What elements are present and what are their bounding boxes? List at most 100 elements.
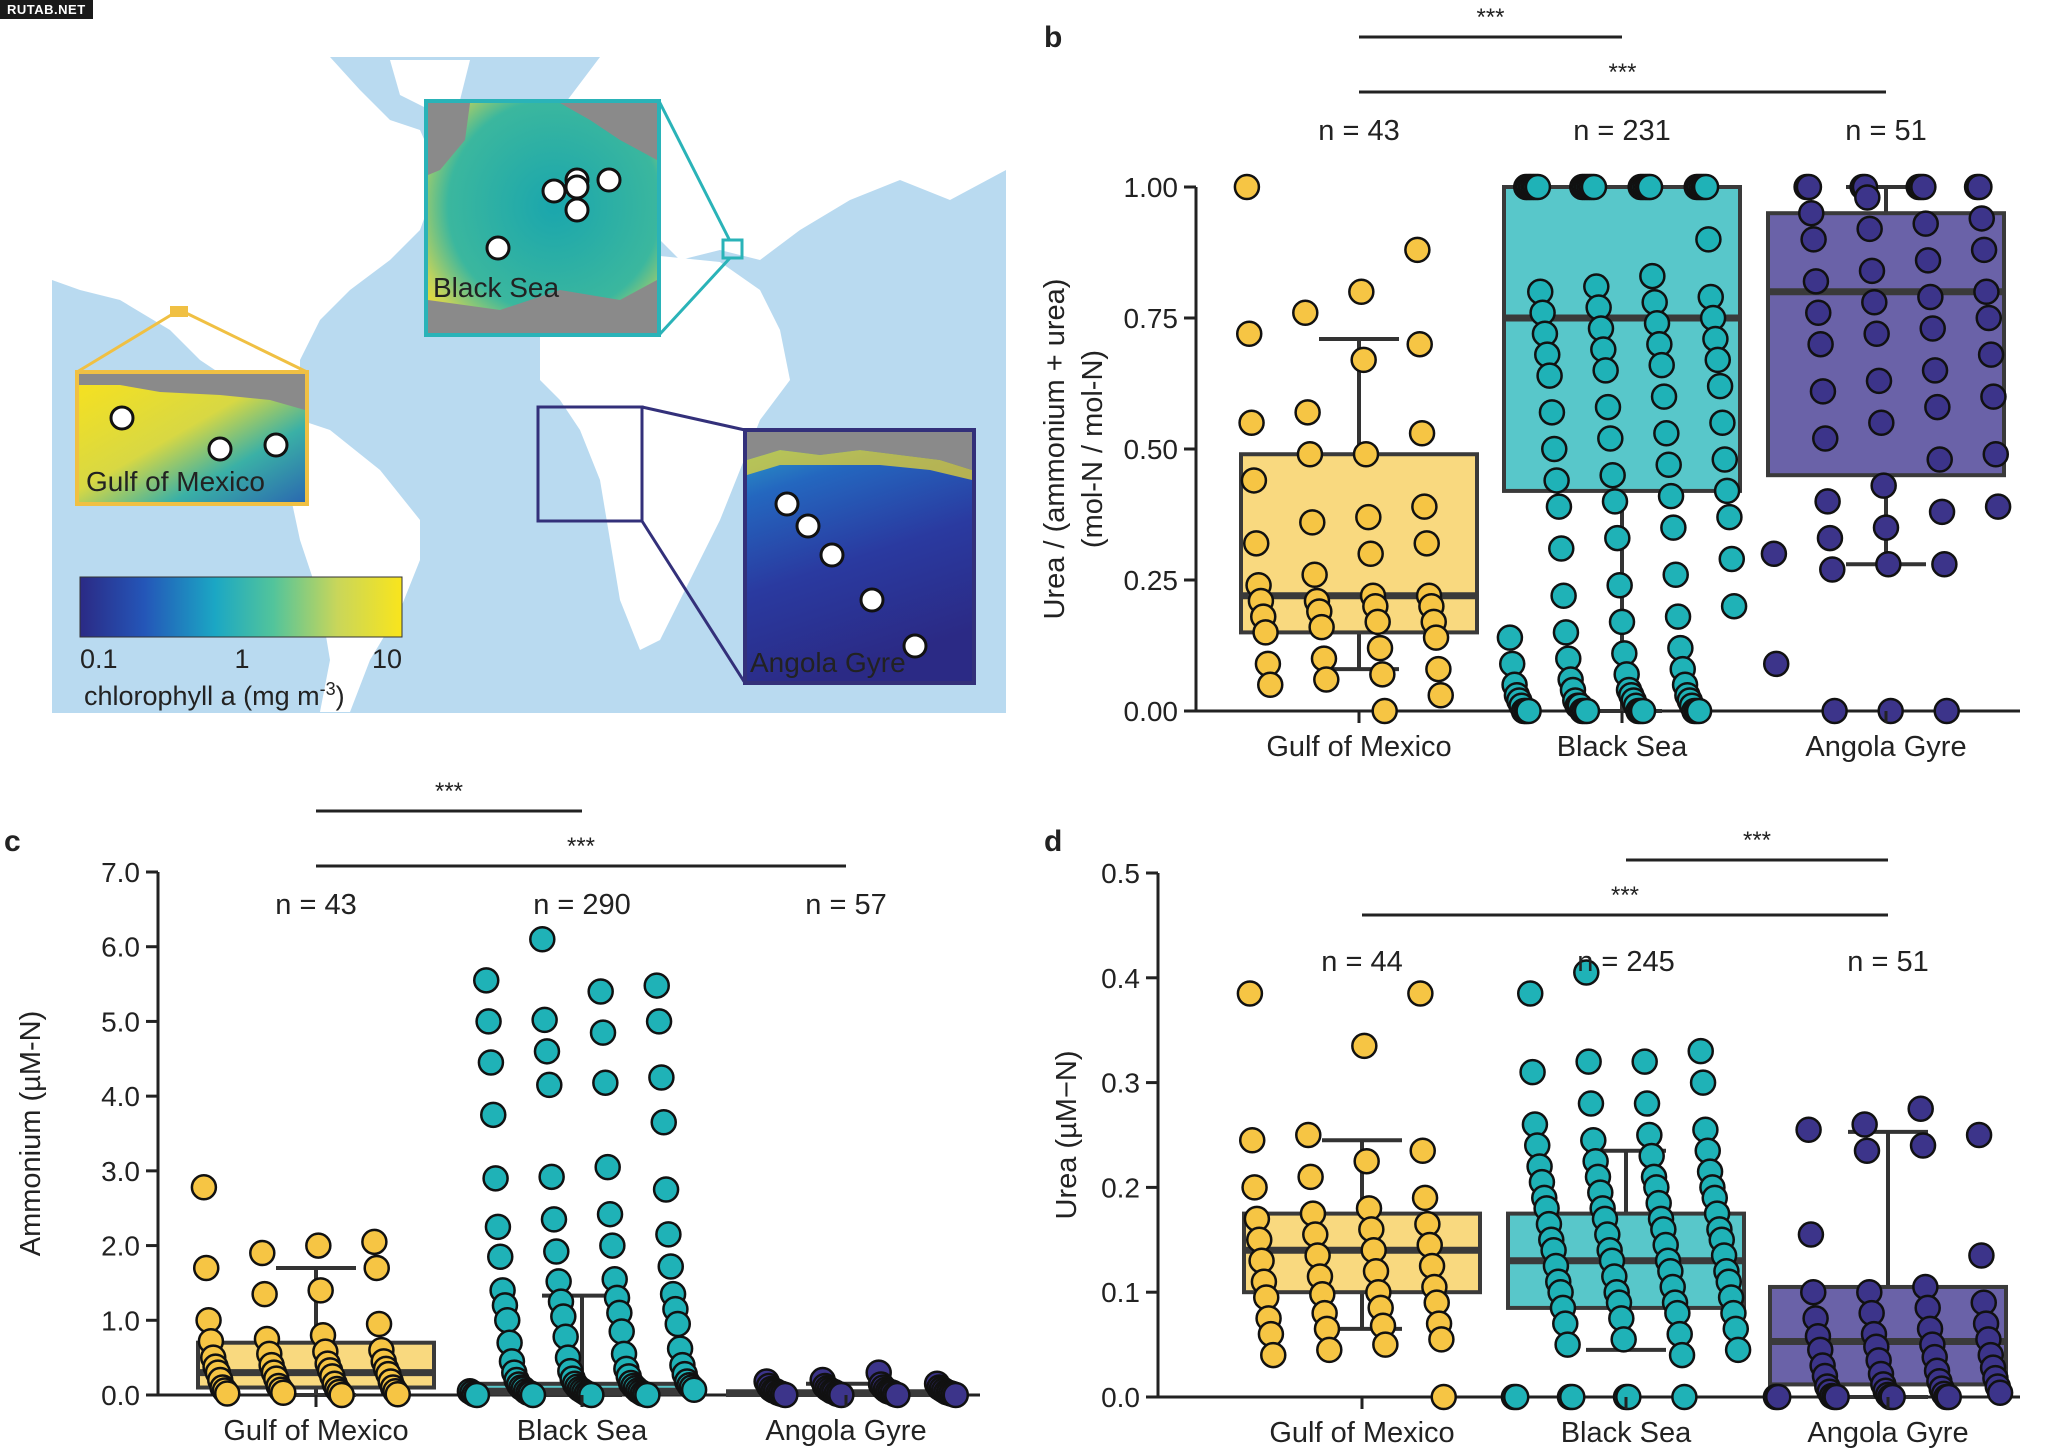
data-point — [487, 1243, 514, 1271]
data-point — [1854, 184, 1881, 211]
y-tick-label: 0.3 — [1101, 1068, 1140, 1099]
data-point — [1968, 1242, 1995, 1269]
data-point — [1411, 493, 1438, 520]
data-point — [1515, 697, 1542, 725]
data-point — [251, 1280, 278, 1308]
data-point — [648, 1064, 675, 1091]
data-point — [650, 1109, 677, 1136]
data-point — [1496, 624, 1524, 651]
data-point — [1252, 619, 1279, 646]
data-point — [1408, 420, 1436, 447]
data-point — [1538, 399, 1566, 426]
y-axis-label: Urea (µM−N) — [1051, 1051, 1083, 1220]
data-point — [1868, 409, 1895, 437]
data-point — [1238, 409, 1265, 437]
y-axis-label-line: (mol-N / mol-N) — [1077, 350, 1109, 548]
data-point — [1875, 551, 1902, 578]
data-point — [1872, 514, 1900, 541]
data-point — [634, 1381, 661, 1409]
data-point — [1308, 613, 1335, 641]
inset-angola-label: Angola Gyre — [750, 647, 906, 678]
data-point — [361, 1228, 388, 1256]
data-point — [307, 1277, 334, 1304]
inset-black-sea-label: Black Sea — [433, 272, 559, 303]
data-point — [1664, 603, 1692, 630]
y-tick-label: 2.0 — [101, 1231, 140, 1262]
data-point — [1428, 1326, 1455, 1353]
data-point — [608, 1318, 635, 1345]
data-point — [1425, 655, 1452, 683]
data-point — [1966, 173, 1993, 201]
data-point — [1536, 362, 1563, 389]
y-tick-label: 6.0 — [101, 932, 140, 963]
data-point — [1355, 503, 1382, 531]
data-point — [1604, 524, 1631, 552]
data-point — [652, 1176, 680, 1203]
significance-label: *** — [1743, 827, 1771, 854]
inset-black-sea: Black Sea — [424, 99, 744, 337]
x-tick-label: Gulf of Mexico — [1269, 1417, 1454, 1449]
data-point — [1816, 524, 1844, 552]
data-point — [384, 1381, 411, 1408]
data-point — [1241, 1174, 1268, 1201]
data-point — [1313, 666, 1340, 693]
box-gulf — [1233, 173, 1479, 725]
data-point — [645, 1008, 673, 1035]
data-point — [1800, 226, 1827, 253]
box-angola — [1760, 173, 2012, 725]
data-point — [484, 1213, 512, 1241]
data-point — [1914, 247, 1942, 274]
data-point — [1608, 608, 1636, 636]
significance-label: *** — [1476, 4, 1504, 31]
data-point — [1975, 304, 2003, 332]
data-point — [1357, 540, 1384, 568]
inset-angola-locator — [536, 405, 644, 523]
data-point — [1550, 582, 1577, 609]
n-label: n = 44 — [1321, 946, 1402, 978]
data-point — [1295, 1121, 1322, 1149]
data-point — [1933, 697, 1960, 725]
data-point — [1823, 1383, 1850, 1411]
y-axis-label: Ammonium (µM-N) — [15, 1011, 47, 1256]
n-label: n = 43 — [275, 889, 356, 921]
data-point — [1812, 425, 1839, 452]
data-point — [1853, 1137, 1881, 1164]
data-point — [1633, 1090, 1661, 1117]
data-point — [1655, 451, 1682, 478]
data-point — [1366, 634, 1394, 662]
data-point — [1671, 1383, 1698, 1411]
data-point — [1982, 440, 2010, 468]
data-point — [1597, 425, 1624, 452]
x-tick-label: Black Sea — [1561, 1417, 1692, 1449]
data-point — [529, 925, 556, 953]
data-point — [1524, 173, 1552, 201]
data-point — [1639, 262, 1666, 290]
data-point — [1762, 650, 1790, 678]
inset-angola: Angola Gyre — [536, 405, 976, 685]
data-point — [1294, 399, 1321, 426]
data-point — [655, 1221, 682, 1248]
data-point — [1594, 393, 1622, 421]
y-tick-label: 7.0 — [101, 857, 140, 888]
data-point — [1798, 199, 1825, 227]
data-point — [1369, 661, 1396, 688]
y-axis-label-line: Urea (µM−N) — [1051, 1051, 1083, 1220]
data-point — [494, 1307, 521, 1334]
box-iqr — [1766, 211, 2006, 478]
y-tick-label: 0.50 — [1124, 434, 1179, 465]
data-point — [1795, 1116, 1822, 1144]
data-point — [1606, 571, 1633, 599]
data-point — [1984, 493, 2012, 520]
data-point — [1240, 467, 1268, 494]
y-tick-label: 0.00 — [1124, 696, 1179, 727]
data-point — [1427, 682, 1454, 709]
data-point — [1519, 1058, 1546, 1086]
data-point — [536, 1071, 563, 1099]
data-point — [270, 1379, 297, 1407]
data-point — [1912, 210, 1939, 237]
y-tick-label: 0.1 — [1101, 1277, 1140, 1308]
box-black_sea — [1496, 173, 1748, 725]
data-point — [1711, 446, 1739, 473]
colorbar-tick-1: 1 — [234, 644, 249, 674]
data-point — [1610, 1326, 1637, 1353]
